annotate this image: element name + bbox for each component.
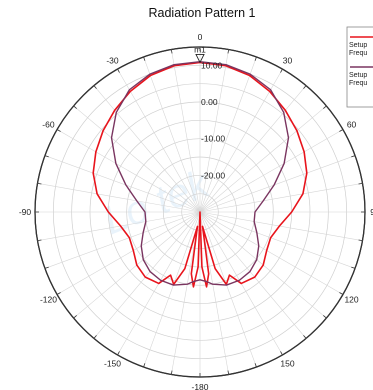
- angle-tick-mark: [227, 370, 230, 375]
- angle-tick-mark: [351, 266, 356, 269]
- angle-tick-mark: [143, 363, 146, 368]
- series-line-2: [110, 60, 290, 286]
- angle-tick-label: -30: [106, 55, 119, 65]
- angle-tick-mark: [303, 335, 307, 339]
- angle-tick-mark: [93, 335, 97, 339]
- angle-tick-label: -60: [42, 120, 55, 130]
- angle-tick-mark: [117, 351, 120, 356]
- angle-tick-mark: [73, 105, 77, 109]
- angle-tick-mark: [93, 85, 97, 89]
- angle-tick-label: 30: [283, 55, 293, 65]
- grid-spoke: [44, 211, 201, 269]
- grid-spoke: [199, 56, 257, 213]
- legend-entry-line1: Setup: [349, 42, 367, 49]
- angle-tick-label: 150: [280, 359, 294, 369]
- marker-label: m1: [194, 44, 206, 54]
- angle-tick-mark: [170, 49, 173, 54]
- grid-spoke: [199, 105, 327, 213]
- angle-tick-mark: [280, 68, 283, 73]
- angle-tick-label: 90: [370, 207, 373, 217]
- grid-spoke: [44, 155, 201, 213]
- angle-tick-mark: [117, 68, 120, 73]
- grid-spoke: [117, 68, 201, 213]
- series-line-1: [92, 61, 308, 288]
- chart-title: Radiation Pattern 1: [148, 6, 255, 20]
- grid-spoke: [56, 211, 201, 295]
- legend-entry-line1: Setup: [349, 72, 367, 79]
- angle-tick-label: -90: [19, 207, 32, 217]
- angle-tick-mark: [37, 182, 42, 185]
- angle-tick-mark: [73, 315, 77, 319]
- angle-tick-label: 60: [347, 120, 357, 130]
- angle-tick-mark: [323, 105, 327, 109]
- angle-tick-label: 0: [198, 32, 203, 42]
- grid-spoke: [143, 56, 201, 213]
- grid-spoke: [37, 211, 201, 241]
- grid-spoke: [199, 85, 307, 213]
- angle-tick-mark: [37, 239, 42, 242]
- angle-tick-mark: [303, 85, 307, 89]
- grid-spoke: [37, 183, 201, 213]
- grid-spoke: [73, 105, 201, 213]
- marker-triangle: [195, 53, 205, 64]
- angle-tick-mark: [351, 155, 356, 158]
- grid-spoke: [93, 85, 201, 213]
- grid-spoke: [199, 211, 356, 269]
- grid-spoke: [171, 49, 201, 213]
- grid-spoke: [199, 211, 363, 241]
- angle-tick-mark: [254, 363, 257, 368]
- angle-tick-mark: [339, 292, 344, 295]
- grid-spoke: [199, 183, 363, 213]
- angle-tick-mark: [44, 155, 49, 158]
- grid-spoke: [93, 211, 201, 339]
- radial-tick-label: -10.00: [201, 134, 225, 144]
- grid-spoke: [199, 129, 344, 213]
- angle-tick-mark: [143, 56, 146, 61]
- angle-tick-mark: [358, 239, 363, 242]
- grid-spoke: [56, 129, 201, 213]
- legend-entry-line2: Frequ: [349, 80, 367, 87]
- angle-tick-mark: [56, 292, 61, 295]
- grid-spoke: [199, 211, 307, 339]
- grid-spoke: [199, 68, 283, 213]
- grid-spoke: [199, 155, 356, 213]
- angle-tick-label: -120: [40, 295, 57, 305]
- angle-tick-mark: [280, 351, 283, 356]
- angle-tick-mark: [358, 182, 363, 185]
- legend-entry-line2: Frequ: [349, 50, 367, 57]
- angle-tick-mark: [56, 129, 61, 132]
- grid-spoke: [143, 211, 201, 368]
- angle-tick-mark: [227, 49, 230, 54]
- angle-tick-label: -180: [191, 382, 208, 390]
- angle-tick-mark: [323, 315, 327, 319]
- angle-tick-label: -150: [104, 359, 121, 369]
- radial-tick-label: 0.00: [201, 97, 218, 107]
- angle-tick-mark: [339, 129, 344, 132]
- angle-tick-mark: [254, 56, 257, 61]
- radial-tick-label: 10.00: [201, 60, 223, 70]
- radial-tick-label: -20.00: [201, 170, 225, 180]
- grid-spoke: [199, 211, 344, 295]
- grid-spoke: [199, 49, 229, 213]
- angle-tick-label: 120: [344, 295, 358, 305]
- angle-tick-mark: [170, 370, 173, 375]
- grid-spoke: [199, 211, 257, 368]
- angle-tick-mark: [44, 266, 49, 269]
